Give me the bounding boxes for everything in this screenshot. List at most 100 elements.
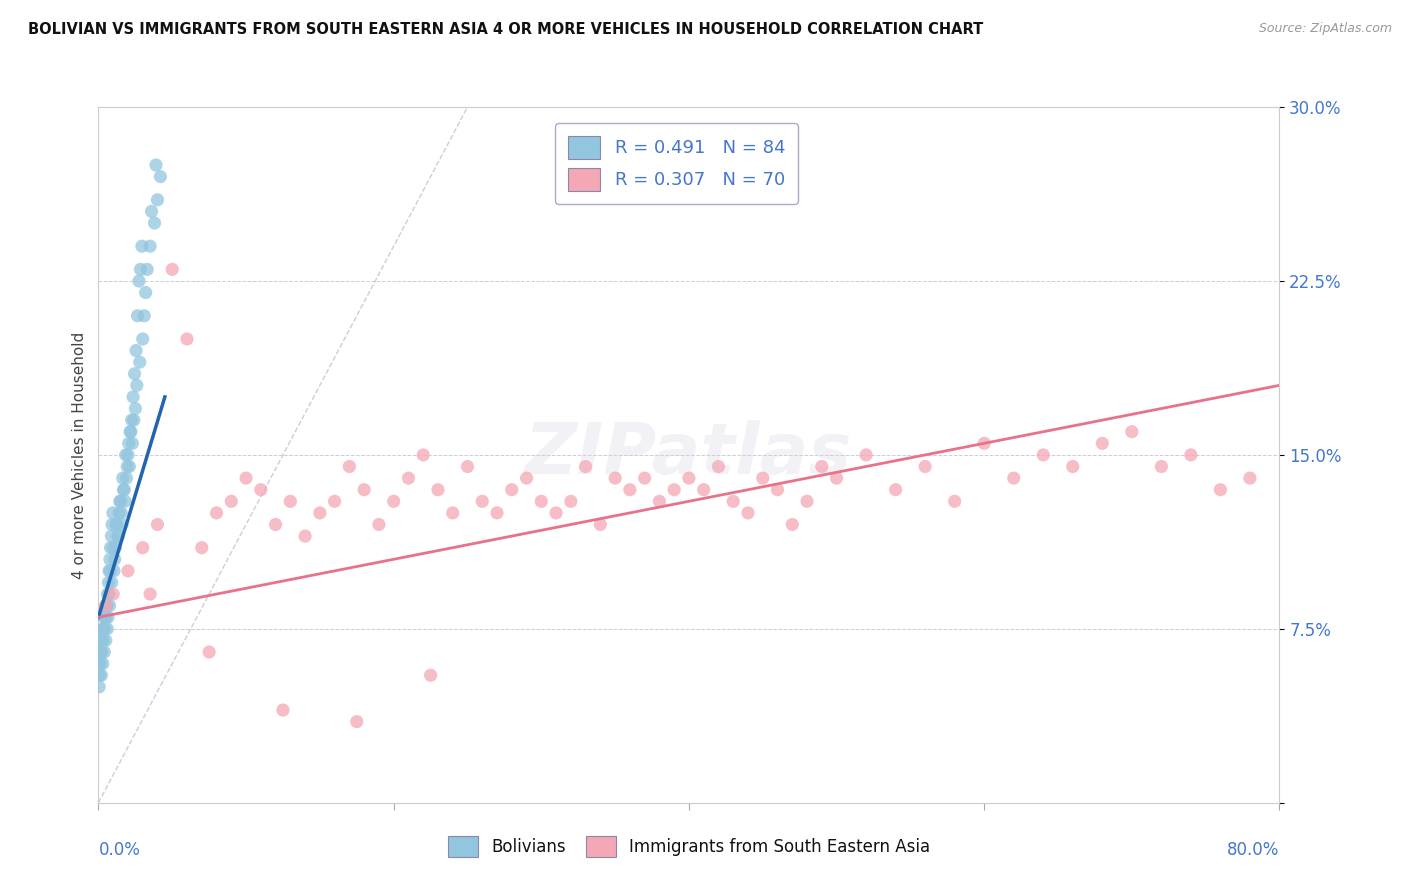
Point	[619, 483, 641, 497]
Point	[309, 506, 332, 520]
Point	[120, 425, 142, 439]
Point	[91, 633, 114, 648]
Point	[271, 703, 294, 717]
Point	[278, 494, 302, 508]
Point	[796, 494, 818, 508]
Point	[120, 425, 142, 439]
Text: 0.0%: 0.0%	[98, 841, 141, 859]
Point	[127, 309, 149, 323]
Point	[143, 216, 166, 230]
Point	[146, 517, 169, 532]
Point	[530, 494, 553, 508]
Point	[516, 471, 538, 485]
Point	[198, 645, 221, 659]
Point	[264, 517, 287, 532]
Point	[111, 517, 134, 532]
Point	[111, 471, 134, 485]
Point	[94, 610, 117, 624]
Point	[104, 541, 127, 555]
Point	[146, 193, 169, 207]
Point	[501, 483, 523, 497]
Point	[98, 564, 121, 578]
Point	[89, 680, 111, 694]
Point	[121, 413, 143, 427]
Point	[101, 506, 124, 520]
Point	[103, 587, 125, 601]
Point	[90, 633, 112, 648]
Point	[219, 494, 243, 508]
Point	[678, 471, 700, 485]
Point	[664, 483, 686, 497]
Point	[91, 622, 114, 636]
Point	[1032, 448, 1054, 462]
Point	[110, 506, 132, 520]
Point	[94, 633, 117, 648]
Point	[117, 448, 139, 462]
Point	[90, 645, 112, 659]
Point	[122, 390, 145, 404]
Point	[139, 587, 162, 601]
Point	[574, 459, 596, 474]
Point	[855, 448, 877, 462]
Point	[118, 436, 141, 450]
Point	[103, 541, 125, 555]
Point	[648, 494, 671, 508]
Legend: Bolivians, Immigrants from South Eastern Asia: Bolivians, Immigrants from South Eastern…	[441, 830, 936, 864]
Point	[128, 355, 150, 369]
Point	[100, 575, 122, 590]
Point	[124, 367, 146, 381]
Point	[98, 552, 121, 566]
Point	[129, 262, 152, 277]
Point	[707, 459, 730, 474]
Point	[1062, 459, 1084, 474]
Point	[121, 436, 143, 450]
Point	[134, 309, 156, 323]
Point	[456, 459, 478, 474]
Point	[382, 494, 405, 508]
Point	[115, 471, 138, 485]
Point	[337, 459, 360, 474]
Point	[205, 506, 228, 520]
Point	[149, 169, 172, 184]
Point	[884, 483, 907, 497]
Point	[441, 506, 464, 520]
Point	[141, 204, 163, 219]
Point	[191, 541, 214, 555]
Point	[94, 599, 117, 613]
Point	[132, 541, 155, 555]
Point	[103, 564, 125, 578]
Text: 80.0%: 80.0%	[1227, 841, 1279, 859]
Point	[108, 494, 131, 508]
Point	[115, 459, 138, 474]
Point	[114, 448, 136, 462]
Point	[93, 622, 115, 636]
Point	[97, 587, 120, 601]
Point	[294, 529, 316, 543]
Point	[91, 657, 114, 671]
Point	[112, 483, 135, 497]
Point	[825, 471, 848, 485]
Point	[176, 332, 198, 346]
Point	[973, 436, 995, 450]
Point	[108, 506, 131, 520]
Text: Source: ZipAtlas.com: Source: ZipAtlas.com	[1258, 22, 1392, 36]
Point	[114, 494, 136, 508]
Point	[94, 610, 117, 624]
Point	[110, 494, 132, 508]
Point	[486, 506, 509, 520]
Point	[427, 483, 450, 497]
Point	[471, 494, 494, 508]
Point	[250, 483, 273, 497]
Point	[560, 494, 582, 508]
Point	[1091, 436, 1114, 450]
Point	[93, 622, 115, 636]
Point	[94, 599, 117, 613]
Point	[98, 599, 121, 613]
Point	[412, 448, 434, 462]
Point	[90, 645, 112, 659]
Point	[1239, 471, 1261, 485]
Point	[97, 587, 120, 601]
Point	[782, 517, 804, 532]
Point	[107, 529, 129, 543]
Point	[90, 668, 112, 682]
